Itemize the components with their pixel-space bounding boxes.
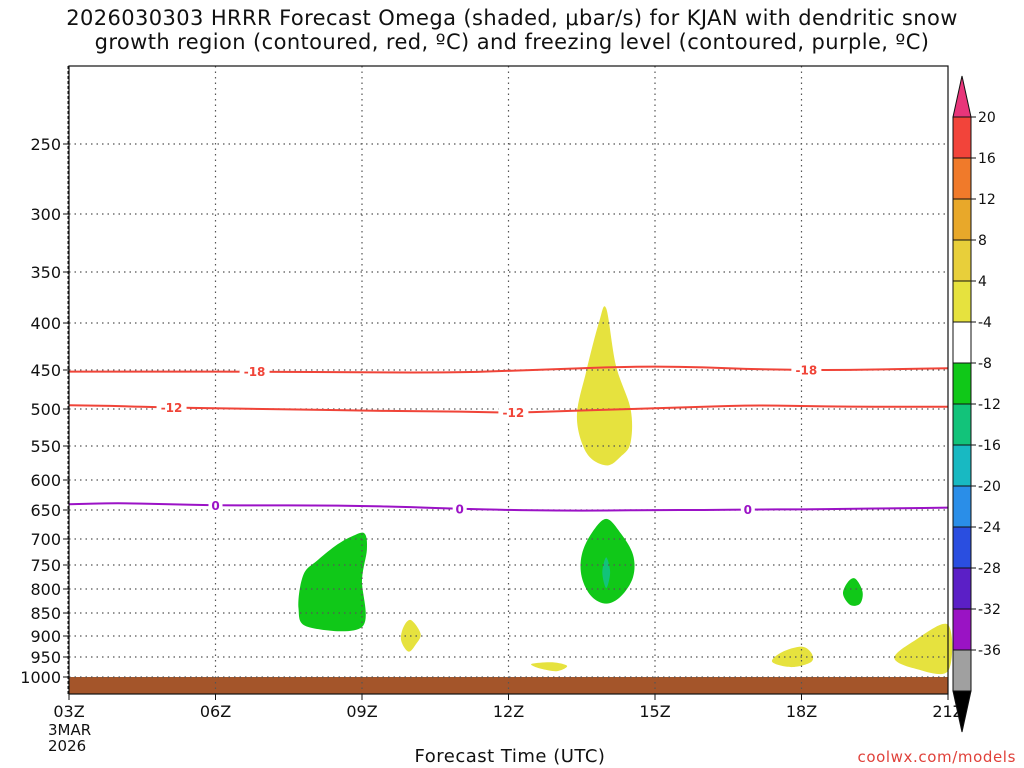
date-day: 3MAR	[48, 721, 92, 739]
y-tick-label: 500	[30, 400, 61, 419]
y-tick-label: 1000	[20, 668, 61, 687]
y-axis: 250 300 350 400 450 500 550 600 650 700 750 800 850 9…	[20, 135, 69, 687]
contour-layer: -18 -18 -12 -12 0 0 0	[68, 363, 949, 517]
x-tick-label: 15Z	[639, 702, 670, 721]
colorbar-swatch	[952, 362, 972, 405]
terrain-bar	[69, 677, 948, 694]
colorbar-label: -12	[978, 397, 1001, 413]
colorbar-swatch	[952, 608, 972, 651]
x-axis-title: Forecast Time (UTC)	[414, 746, 606, 767]
dgz-contour-1	[68, 404, 948, 414]
colorbar-label: -36	[978, 643, 1001, 659]
x-tick-label: 03Z	[53, 702, 84, 721]
chart-title-line-1: 2026030303 HRRR Forecast Omega (shaded, …	[66, 6, 958, 30]
y-tick-label: 750	[30, 556, 61, 575]
freezing-level-contour-0	[68, 502, 949, 512]
chart-title: 2026030303 HRRR Forecast Omega (shaded, …	[0, 6, 1024, 54]
colorbar-label: 20	[978, 110, 996, 126]
date-label: 3MAR 2026	[48, 722, 91, 754]
omega-region-8	[894, 623, 953, 675]
freezing-level-contour-label-bg	[208, 498, 223, 513]
credit-link[interactable]: coolwx.com/models	[857, 748, 1016, 766]
dgz-contour-label: -18	[796, 364, 818, 378]
colorbar-label: -28	[978, 561, 1001, 577]
colorbar-label: -8	[978, 356, 992, 372]
y-tick-label: 250	[30, 135, 61, 154]
colorbar-swatch	[952, 567, 972, 610]
y-tick-label: 450	[30, 361, 61, 380]
y-tick-label: 350	[30, 263, 61, 282]
y-tick-label: 850	[30, 604, 61, 623]
dgz-contour-label-bg	[156, 400, 187, 415]
freezing-level-contour-label-bg	[740, 502, 755, 517]
colorbar-label: 12	[978, 192, 996, 208]
colorbar-swatch	[952, 198, 972, 241]
colorbar-swatch	[952, 649, 972, 692]
colorbar-arrow-top	[952, 75, 972, 118]
grid-layer	[69, 66, 948, 694]
colorbar-swatch	[952, 116, 972, 159]
colorbar: 20 16 12 8 4 -4 -8 -12 -16 -20 -24 -28 -32 -36	[952, 75, 1001, 733]
colorbar-swatch	[952, 280, 972, 323]
y-tick-label: 900	[30, 627, 61, 646]
colorbar-swatch	[952, 403, 972, 446]
colorbar-label: 16	[978, 151, 996, 167]
x-tick-label: 21Z	[932, 702, 963, 721]
x-tick-label: 12Z	[493, 702, 524, 721]
colorbar-label: -32	[978, 602, 1001, 618]
chart-title-line-2: growth region (contoured, red, ºC) and f…	[94, 30, 930, 54]
omega-region-4	[842, 578, 863, 606]
dgz-contour-label-bg	[498, 405, 529, 420]
colorbar-label: 8	[978, 233, 987, 249]
y-tick-label: 400	[30, 314, 61, 333]
dgz-contour-label-bg	[791, 363, 822, 377]
colorbar-label: -24	[978, 520, 1001, 536]
dgz-contour-label: -12	[503, 406, 525, 420]
colorbar-label: -20	[978, 479, 1001, 495]
x-axis: 03Z 06Z 09Z 12Z 15Z 18Z 21Z	[53, 694, 964, 721]
freezing-level-contour-label: 0	[744, 503, 752, 517]
colorbar-swatch	[952, 444, 972, 487]
y-tick-label: 300	[30, 205, 61, 224]
terrain-layer	[69, 677, 948, 694]
dgz-contour-label: -12	[161, 401, 183, 415]
y-tick-label: 800	[30, 580, 61, 599]
y-tick-label: 550	[30, 437, 61, 456]
x-tick-label: 09Z	[346, 702, 377, 721]
omega-shading-layer	[298, 306, 953, 675]
colorbar-label: -4	[978, 315, 992, 331]
colorbar-swatch	[952, 239, 972, 282]
y-tick-label: 650	[30, 501, 61, 520]
omega-region-6	[531, 662, 568, 672]
omega-region-3	[298, 532, 368, 632]
colorbar-swatch	[952, 321, 972, 364]
colorbar-arrow-bottom	[952, 690, 972, 733]
dgz-contour-label: -18	[244, 365, 266, 379]
colorbar-swatch	[952, 157, 972, 200]
colorbar-swatch	[952, 526, 972, 569]
freezing-level-contour-label: 0	[455, 502, 463, 516]
omega-region-7	[771, 646, 814, 668]
x-tick-label: 06Z	[200, 702, 231, 721]
y-tick-label: 600	[30, 471, 61, 490]
colorbar-label: 4	[978, 274, 987, 290]
y-tick-label: 700	[30, 530, 61, 549]
freezing-level-contour-label: 0	[211, 499, 219, 513]
colorbar-label: -16	[978, 438, 1001, 454]
y-tick-label: 950	[30, 648, 61, 667]
x-tick-label: 18Z	[786, 702, 817, 721]
freezing-level-contour-label-bg	[452, 501, 467, 516]
dgz-contour-label-bg	[239, 364, 270, 379]
omega-region-0	[576, 306, 633, 466]
date-year: 2026	[48, 737, 87, 755]
colorbar-swatch	[952, 485, 972, 528]
